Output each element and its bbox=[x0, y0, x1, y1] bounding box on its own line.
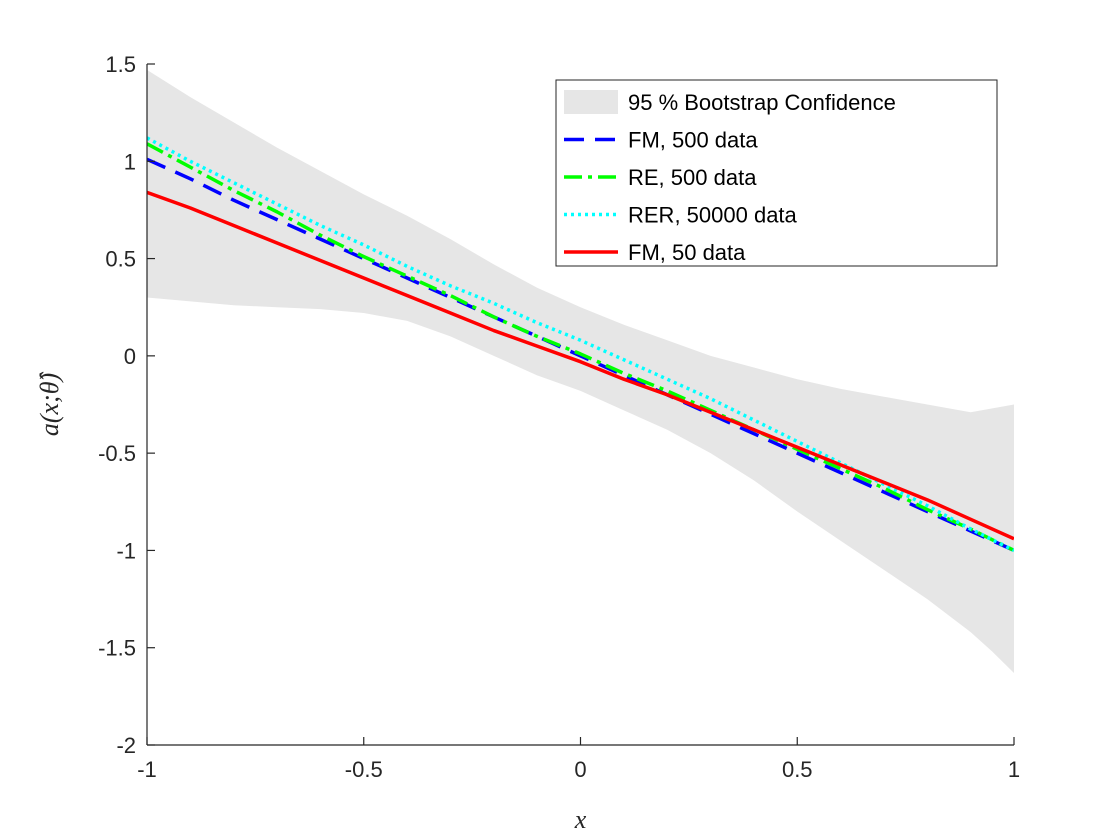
y-tick-label: 0.5 bbox=[105, 247, 136, 272]
y-axis-label: a(x;θ̂) bbox=[35, 372, 64, 437]
y-tick-label: -1.5 bbox=[98, 636, 136, 661]
legend-label-95-bootstrap-confidence: 95 % Bootstrap Confidence bbox=[628, 90, 896, 115]
y-tick-label: 0 bbox=[124, 344, 136, 369]
y-tick-label: -0.5 bbox=[98, 441, 136, 466]
y-tick-label: -2 bbox=[116, 733, 136, 758]
x-tick-label: -0.5 bbox=[345, 757, 383, 782]
legend-label-fm-50-data: FM, 50 data bbox=[628, 240, 746, 265]
legend-swatch-95-bootstrap-confidence bbox=[564, 90, 618, 114]
legend-label-re-500-data: RE, 500 data bbox=[628, 165, 757, 190]
legend-box bbox=[555, 79, 998, 267]
x-tick-label: 0.5 bbox=[782, 757, 813, 782]
series-line-fm-500-data bbox=[147, 157, 1014, 553]
y-tick-label: 1.5 bbox=[105, 52, 136, 77]
x-axis-label: x bbox=[574, 805, 587, 834]
legend: 95 % Bootstrap Confidence FM, 500 data RE,… bbox=[555, 79, 998, 267]
legend-label-rer-50000-data: RER, 50000 data bbox=[628, 203, 798, 228]
legend-label-fm-500-data: FM, 500 data bbox=[628, 128, 758, 153]
confidence-band bbox=[147, 69, 1014, 674]
series-line-re-500-data bbox=[147, 142, 1014, 552]
y-tick-label: 1 bbox=[124, 149, 136, 174]
axes: -1 -0.5 0 0.5 1 -2 -1.5 -1 -0.5 0 0.5 1 1.5 x a(x;θ̂) bbox=[35, 52, 1020, 834]
x-tick-label: 1 bbox=[1008, 757, 1020, 782]
x-tick-label: 0 bbox=[574, 757, 586, 782]
y-tick-label: -1 bbox=[116, 538, 136, 563]
series-line-fm-50-data bbox=[147, 190, 1014, 541]
x-tick-label: -1 bbox=[137, 757, 157, 782]
